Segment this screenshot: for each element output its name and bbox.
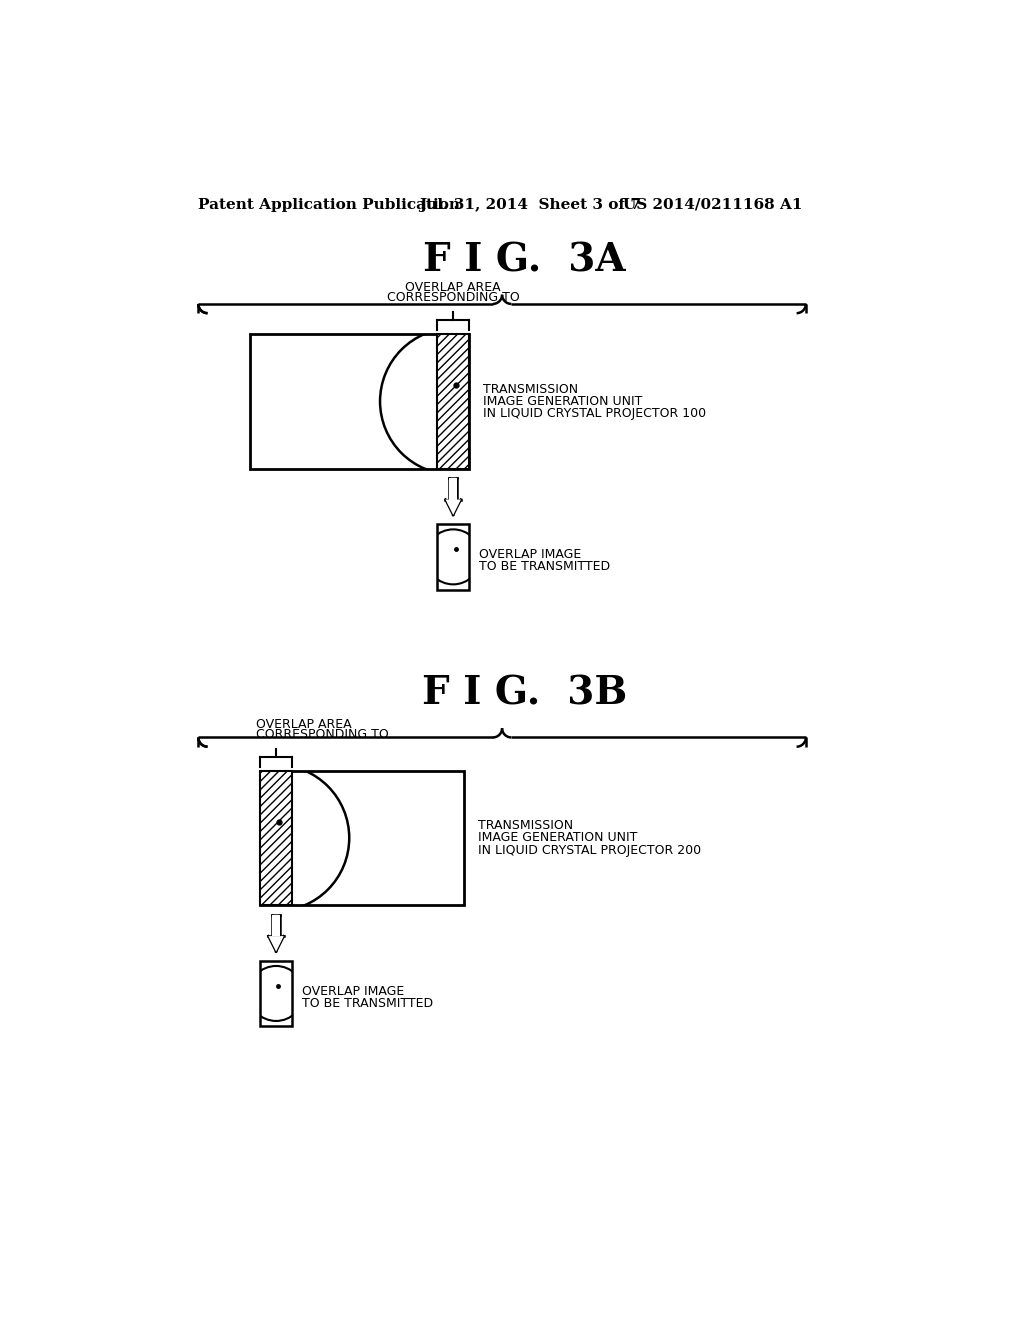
- Text: OVERLAP AREA: OVERLAP AREA: [256, 718, 351, 731]
- Text: IMAGE GENERATION UNIT: IMAGE GENERATION UNIT: [478, 832, 637, 845]
- Text: OVERLAP IMAGE: OVERLAP IMAGE: [478, 548, 581, 561]
- Polygon shape: [272, 915, 280, 936]
- Text: Patent Application Publication: Patent Application Publication: [199, 198, 461, 211]
- Polygon shape: [450, 478, 457, 499]
- Text: CORRESPONDING TO: CORRESPONDING TO: [256, 727, 389, 741]
- Polygon shape: [445, 499, 461, 515]
- Text: Jul. 31, 2014  Sheet 3 of 7: Jul. 31, 2014 Sheet 3 of 7: [419, 198, 641, 211]
- Text: F I G.  3B: F I G. 3B: [422, 675, 628, 713]
- Text: IN LIQUID CRYSTAL PROJECTOR 200: IN LIQUID CRYSTAL PROJECTOR 200: [478, 843, 701, 857]
- Bar: [260, 771, 292, 906]
- Text: IN LIQUID CRYSTAL PROJECTOR 100: IN LIQUID CRYSTAL PROJECTOR 100: [483, 407, 707, 420]
- Text: OVERLAP IMAGE: OVERLAP IMAGE: [301, 985, 403, 998]
- Text: TO BE TRANSMITTED: TO BE TRANSMITTED: [478, 560, 609, 573]
- Polygon shape: [268, 936, 284, 952]
- Bar: [260, 771, 464, 906]
- Text: TO BE TRANSMITTED: TO BE TRANSMITTED: [301, 997, 432, 1010]
- Text: CORRESPONDING TO: CORRESPONDING TO: [387, 292, 519, 305]
- Text: TRANSMISSION: TRANSMISSION: [483, 383, 579, 396]
- Text: TRANSMISSION: TRANSMISSION: [478, 820, 573, 832]
- Text: US 2014/0211168 A1: US 2014/0211168 A1: [624, 198, 803, 211]
- Bar: [250, 334, 469, 469]
- Bar: [260, 961, 292, 1026]
- Bar: [437, 334, 469, 469]
- Text: F I G.  3A: F I G. 3A: [424, 242, 626, 279]
- Bar: [437, 524, 469, 590]
- Text: IMAGE GENERATION UNIT: IMAGE GENERATION UNIT: [483, 395, 643, 408]
- Text: OVERLAP AREA: OVERLAP AREA: [406, 281, 501, 294]
